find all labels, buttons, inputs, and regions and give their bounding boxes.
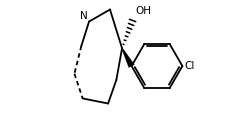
Text: OH: OH [135, 6, 151, 16]
Text: Cl: Cl [183, 61, 194, 71]
Text: N: N [80, 11, 88, 21]
Polygon shape [121, 48, 134, 68]
